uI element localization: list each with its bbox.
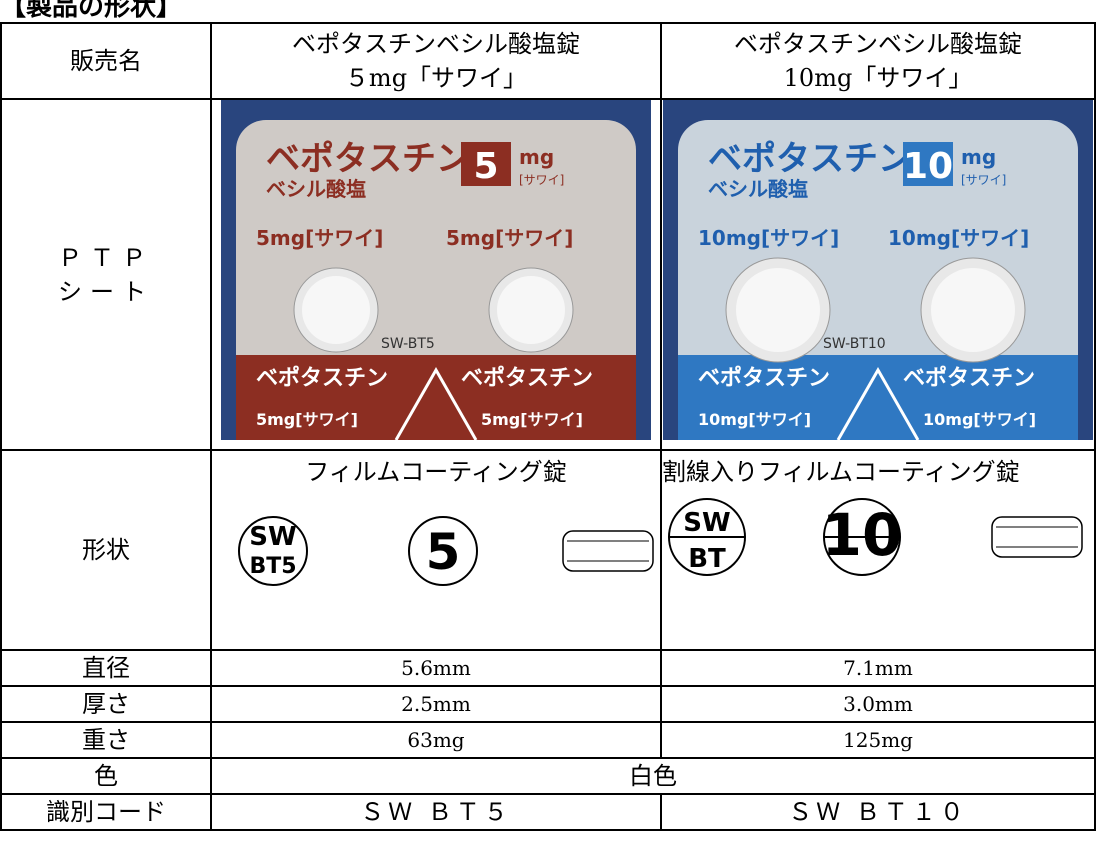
photo-text: SW-BT5 [381,336,435,352]
cell: 白色 [210,757,1096,795]
row: 形状 フィルムコーティング錠 SW BT5 5 割線入りフィルムコーティング錠 SW BT… [0,449,1096,651]
product-table: 販売名 ベポタスチンベシル酸塩錠 ５mg「サワイ」 ベポタスチンベシル酸塩錠 10m… [0,22,1096,831]
photo-text: ベポタスチン [708,139,912,179]
cell: 3.0mm [660,685,1096,723]
triangle [394,366,478,441]
tablet [302,276,370,344]
photo-text: ベポタスチン [256,365,388,391]
cell-text: ベポタスチンベシル酸塩錠 [734,30,1022,58]
photo-text: 10mg[サワイ] [698,226,839,250]
tablet-text: 5 [426,523,461,581]
photo-text: ベシル酸塩 [266,177,366,201]
cell-text: 割線入りフィルムコーティング錠 [662,458,1020,486]
photo-text: [サワイ] [519,173,564,187]
cell: 2.5mm [210,685,662,723]
cell: ベポタスチンベシル酸塩錠 10mg「サワイ」 [660,22,1096,100]
cell-text: ベポタスチンベシル酸塩錠 [292,30,580,58]
cell: 63mg [210,721,662,759]
cell: 販売名 [0,22,212,100]
cell: ベポタスチン 5 mg [サワイ] ベシル酸塩 5mg[サワイ] 5mg[サワイ] SW-BT… [210,98,662,451]
cell: 厚さ [0,685,212,723]
photo-text: ベシル酸塩 [708,177,808,201]
photo-text: [サワイ] [961,173,1006,187]
photo-text: 5mg[サワイ] [256,226,383,250]
cell: 7.1mm [660,649,1096,687]
strength-box [461,142,511,186]
cell: ベポタスチン 10 mg [サワイ] ベシル酸塩 10mg[サワイ] 10mg[サワイ] SW… [660,98,1096,451]
cell: 識別コード [0,793,212,831]
cell: ＰＴＰ シート [0,98,212,451]
cell: ＳＷ ＢＴ５ [210,793,662,831]
tablet-text: 10 [822,501,903,569]
tablet-text: BT [688,544,726,574]
photo-text: 10mg[サワイ] [923,410,1036,429]
tablet-face [408,516,478,586]
cell-text: シート [58,277,154,306]
cell: 125mg [660,721,1096,759]
photo-text: 5 [473,146,498,187]
tablet-text: SW [683,508,730,538]
cell: 形状 [0,449,212,651]
photo-text: 10mg[サワイ] [698,410,811,429]
tablet-drawing: SW BT 10 [668,498,1083,576]
cell-text: ＰＴＰ [58,243,154,272]
cell: 5.6mm [210,649,662,687]
photo-text: 5mg[サワイ] [481,410,583,429]
cell: 割線入りフィルムコーティング錠 SW BT 10 [660,449,1096,651]
photo-text: SW-BT10 [823,336,886,352]
row: 販売名 ベポタスチンベシル酸塩錠 ５mg「サワイ」 ベポタスチンベシル酸塩錠 10m… [0,22,1096,100]
photo-text: 10 [903,146,953,187]
tablet-text: BT5 [249,554,296,579]
photo-text: 5mg[サワイ] [446,226,573,250]
cell: 色 [0,757,212,795]
photo-text: 5mg[サワイ] [256,410,358,429]
triangle [836,366,920,441]
cell-text: 形状 [82,536,130,564]
cell-text: 10mg「サワイ」 [783,64,973,92]
cell: 直径 [0,649,212,687]
tablet-text: SW [249,522,296,552]
photo-text: ベポタスチン [461,365,593,391]
tablet [931,268,1015,352]
cell-text: フィルムコーティング錠 [305,458,567,486]
photo-text: mg [519,145,554,169]
photo-text: mg [961,145,996,169]
cell: フィルムコーティング錠 SW BT5 5 [210,449,662,651]
strength-box [903,142,953,186]
tablet-side [991,516,1083,558]
tablet [736,268,820,352]
photo-text: ベポタスチン [698,365,830,391]
tablet [497,276,565,344]
photo-text: 10mg[サワイ] [888,226,1029,250]
cell: ベポタスチンベシル酸塩錠 ５mg「サワイ」 [210,22,662,100]
cell-text: 販売名 [70,47,142,75]
photo-text: ベポタスチン [266,139,470,179]
photo-text: ベポタスチン [903,365,1035,391]
tablet-side [562,530,654,572]
cell: ＳＷ ＢＴ１０ [660,793,1096,831]
cell-text: ５mg「サワイ」 [344,64,528,92]
tablet-face [238,516,308,586]
section-title: 【製品の形状】 [0,0,183,22]
cell: 重さ [0,721,212,759]
row: ＰＴＰ シート ベポタスチン 5 mg [サワイ] ベシル酸塩 5mg[サワイ] 5mg[サワ… [0,98,1096,451]
